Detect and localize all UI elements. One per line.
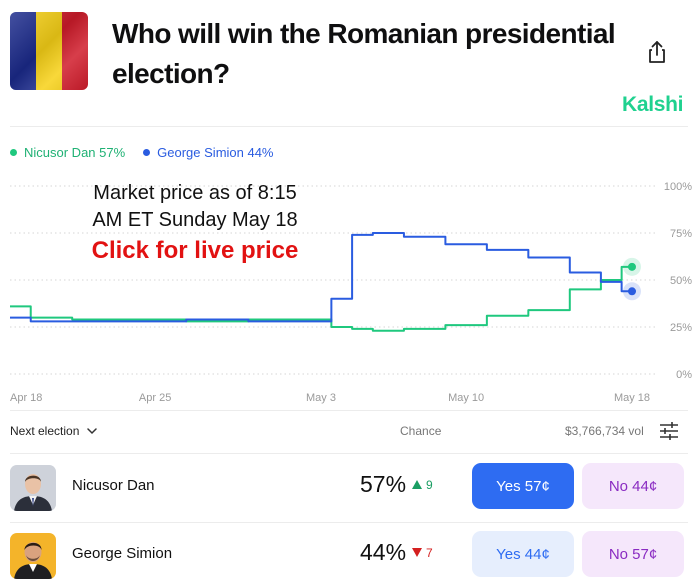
chance-value: 57%	[360, 471, 407, 497]
overlay-line-2: AM ET Sunday May 18	[92, 209, 298, 231]
market-title: Who will win the Romanian presidential e…	[112, 18, 616, 89]
y-tick-label: 50%	[670, 275, 692, 287]
portrait-image	[10, 465, 56, 511]
avatar-nicusor-dan	[10, 465, 56, 511]
legend-dot-blue	[143, 149, 151, 156]
flag-stripe-red	[62, 12, 88, 90]
kalshi-logo[interactable]: Kalshi	[622, 93, 684, 116]
x-tick-label: May 10	[448, 392, 484, 404]
triangle-down-icon	[412, 548, 423, 557]
series-line-george-simion	[10, 232, 632, 323]
legend-item-george-simion: George Simion 44%	[143, 145, 274, 160]
x-tick-label: Apr 25	[139, 392, 171, 404]
buy-yes-button[interactable]: Yes 57¢	[472, 463, 574, 509]
candidate-chance: 57% 9	[360, 471, 433, 498]
flag-stripe-yellow	[36, 12, 62, 90]
legend-label: Nicusor Dan 57%	[24, 145, 126, 160]
candidate-name: Nicusor Dan	[72, 477, 155, 494]
chance-delta: 9	[412, 478, 433, 492]
candidate-chance: 44% 7	[360, 539, 433, 566]
series-line-nicusor-dan	[10, 265, 632, 332]
chance-column-header: Chance	[400, 424, 442, 438]
chart-legend: Nicusor Dan 57% George Simion 44%	[10, 145, 274, 160]
candidate-row-nicusor-dan[interactable]: Nicusor Dan 57% 9 Yes 57¢ No 44¢	[10, 457, 688, 519]
chance-delta: 7	[412, 546, 433, 560]
candidate-name: George Simion	[72, 545, 173, 562]
price-chart[interactable]: 100% 75% 50% 25% 0% Apr 18 Apr 25 May 3 May 10 Ma…	[0, 170, 700, 410]
x-tick-label: Apr 18	[10, 392, 42, 404]
buy-yes-button[interactable]: Yes 44¢	[472, 531, 574, 577]
triangle-up-icon	[412, 480, 423, 489]
sliders-icon[interactable]	[658, 420, 680, 442]
live-price-link[interactable]: Click for live price	[91, 237, 299, 264]
flag-sheen	[10, 12, 88, 90]
legend-label: George Simion 44%	[157, 145, 274, 160]
chevron-down-icon	[87, 427, 98, 434]
share-icon[interactable]	[646, 40, 668, 64]
chance-value: 44%	[360, 539, 407, 565]
delta-value: 7	[426, 545, 433, 560]
end-marker-george-simion	[628, 287, 636, 296]
buy-no-button[interactable]: No 57¢	[582, 531, 684, 577]
volume-label: $3,766,734 vol	[565, 424, 644, 438]
y-tick-label: 75%	[670, 228, 692, 240]
market-toolbar: Next election Chance $3,766,734 vol	[10, 420, 688, 444]
y-tick-label: 25%	[670, 322, 692, 334]
next-election-dropdown[interactable]: Next election	[10, 424, 98, 438]
y-tick-label: 0%	[676, 369, 692, 381]
buy-no-button[interactable]: No 44¢	[582, 463, 684, 509]
x-tick-label: May 3	[306, 392, 336, 404]
legend-dot-green	[10, 149, 17, 156]
romania-flag	[10, 12, 88, 90]
flag-stripe-blue	[10, 12, 36, 90]
legend-item-nicusor-dan: Nicusor Dan 57%	[10, 145, 125, 160]
toolbar-divider	[10, 453, 688, 454]
header-divider	[10, 126, 688, 127]
candidate-row-george-simion[interactable]: George Simion 44% 7 Yes 44¢ No 57¢	[10, 525, 688, 587]
portrait-image	[10, 533, 56, 579]
avatar-george-simion	[10, 533, 56, 579]
x-tick-label: May 18	[614, 392, 650, 404]
end-marker-nicusor-dan	[628, 262, 636, 271]
next-election-label: Next election	[10, 424, 80, 438]
overlay-line-1: Market price as of 8:15	[93, 182, 297, 204]
chart-divider	[10, 410, 688, 411]
row-divider	[10, 522, 688, 523]
delta-value: 9	[426, 477, 433, 492]
price-overlay[interactable]: Market price as of 8:15 AM ET Sunday May…	[40, 180, 350, 266]
y-tick-label: 100%	[664, 181, 692, 193]
